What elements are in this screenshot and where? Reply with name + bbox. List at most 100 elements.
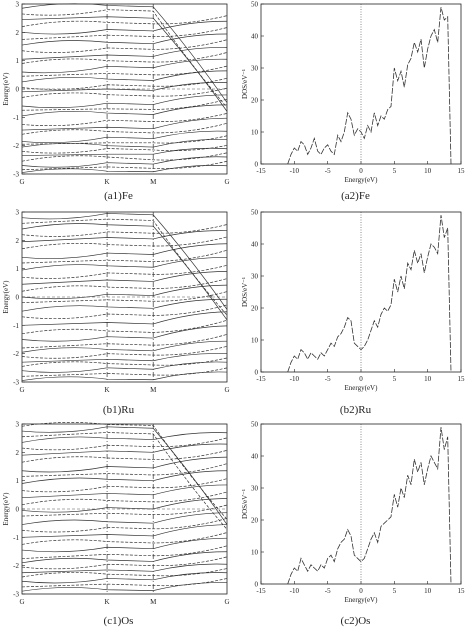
- x-tick-label: -10: [290, 167, 300, 175]
- band-line: [21, 70, 228, 83]
- y-tick-label: 10: [251, 129, 259, 137]
- band-line: [21, 582, 228, 592]
- dos-curve: [287, 427, 452, 585]
- band-line: [21, 422, 228, 520]
- y-tick-label: 0: [255, 369, 259, 377]
- band-line: [21, 357, 228, 367]
- y-axis-label: DOS/eV⁻¹: [241, 489, 249, 519]
- x-tick-label: G: [19, 386, 24, 394]
- band-line: [21, 504, 228, 517]
- y-tick-label: 0: [255, 581, 259, 589]
- dos-panel-os: 0 10 20 30 40 50 -15 -10 -5 0 5 10 15 Energy(eV) DOS/e…: [237, 420, 474, 610]
- band-line: [21, 278, 228, 292]
- y-axis-label: Energy(eV): [2, 280, 10, 314]
- dos-panel-ru: 0 10 20 30 40 50 -15 -10 -5 0 5 10 15 Energy(eV) DOS/e…: [237, 208, 474, 398]
- y-tick-label: 10: [251, 549, 259, 557]
- band-line: [21, 524, 228, 538]
- y-tick-label: 0: [255, 161, 259, 169]
- x-tick-label: M: [150, 598, 157, 606]
- x-tick-label: -5: [325, 375, 331, 383]
- x-tick-label: G: [224, 386, 229, 394]
- y-tick-label: 40: [251, 453, 259, 461]
- x-tick-label: 15: [458, 167, 466, 175]
- y-tick-label: 2: [16, 237, 20, 245]
- x-tick-label: 15: [458, 375, 466, 383]
- band-line: [21, 224, 228, 237]
- band-line: [21, 138, 228, 148]
- y-axis-label: Energy(eV): [2, 72, 10, 106]
- band-line: [21, 98, 228, 111]
- band-line: [21, 304, 228, 319]
- band-line: [21, 52, 228, 64]
- band-line: [21, 223, 228, 321]
- band-line: [21, 572, 228, 584]
- y-tick-label: -2: [13, 350, 19, 358]
- x-tick-label: 10: [424, 375, 432, 383]
- band-line: [21, 147, 228, 156]
- x-tick-label: -15: [256, 375, 266, 383]
- y-tick-label: 3: [16, 1, 20, 9]
- band-line: [21, 249, 228, 264]
- y-tick-label: 30: [251, 65, 259, 73]
- dos-panel-fe: 0 10 20 30 40 50 -15 -10 -5 0 5 10 15 Energy(eV) DOS/e…: [237, 0, 474, 190]
- y-tick-label: 50: [251, 1, 259, 9]
- band-line: [21, 87, 228, 98]
- band-line: [21, 426, 228, 525]
- band-line: [21, 578, 228, 588]
- y-axis-label: DOS/eV⁻¹: [241, 277, 249, 307]
- y-tick-label: 3: [16, 421, 20, 429]
- y-tick-label: 20: [251, 97, 259, 105]
- x-tick-label: 0: [359, 375, 363, 383]
- band-line: [21, 3, 228, 103]
- x-axis-label: Energy(eV): [345, 384, 379, 392]
- band-line: [21, 218, 228, 316]
- x-tick-label: -5: [325, 587, 331, 595]
- y-tick-label: 40: [251, 33, 259, 41]
- dos-curve: [287, 7, 452, 165]
- y-tick-label: -1: [13, 322, 19, 330]
- x-tick-label: 15: [458, 587, 466, 595]
- band-line: [21, 463, 228, 477]
- y-tick-label: 1: [16, 477, 20, 485]
- band-line: [21, 213, 228, 310]
- caption-c2: (c2)Os: [340, 615, 371, 627]
- y-tick-label: 30: [251, 485, 259, 493]
- dos-chart-fe: 0 10 20 30 40 50 -15 -10 -5 0 5 10 15 Energy(eV) DOS/e…: [241, 1, 466, 185]
- x-tick-label: M: [150, 178, 157, 186]
- band-line: [21, 551, 228, 564]
- x-tick-label: -15: [256, 587, 266, 595]
- band-line: [21, 311, 228, 326]
- dos-chart-os: 0 10 20 30 40 50 -15 -10 -5 0 5 10 15 Energy(eV) DOS/e…: [241, 421, 466, 605]
- caption-b2: (b2)Ru: [339, 404, 372, 416]
- x-tick-label: K: [105, 598, 110, 606]
- band-line: [21, 319, 228, 335]
- y-tick-label: 20: [251, 517, 259, 525]
- x-tick-label: -10: [290, 587, 300, 595]
- band-line: [21, 145, 228, 154]
- band-line: [21, 113, 228, 127]
- x-tick-label: 5: [393, 167, 397, 175]
- band-line: [21, 160, 228, 171]
- band-line: [21, 27, 228, 40]
- band-line: [21, 456, 228, 473]
- band-line: [21, 325, 228, 342]
- band-line: [21, 230, 228, 243]
- y-tick-label: 20: [251, 305, 259, 313]
- band-line: [21, 563, 228, 574]
- band-line: [21, 9, 228, 108]
- band-line: [21, 353, 228, 363]
- y-tick-label: 1: [16, 265, 20, 273]
- band-line: [21, 135, 228, 145]
- y-axis-label: Energy(eV): [2, 492, 10, 526]
- band-line: [21, 46, 228, 60]
- band-line: [21, 130, 228, 144]
- y-tick-label: -2: [13, 562, 19, 570]
- band-line: [21, 122, 228, 135]
- band-line: [21, 545, 228, 559]
- y-tick-label: 30: [251, 273, 259, 281]
- x-tick-label: G: [19, 178, 24, 186]
- y-tick-label: 40: [251, 241, 259, 249]
- caption-b1: (b1)Ru: [102, 404, 135, 416]
- band-line: [21, 334, 228, 349]
- band-line: [21, 33, 228, 46]
